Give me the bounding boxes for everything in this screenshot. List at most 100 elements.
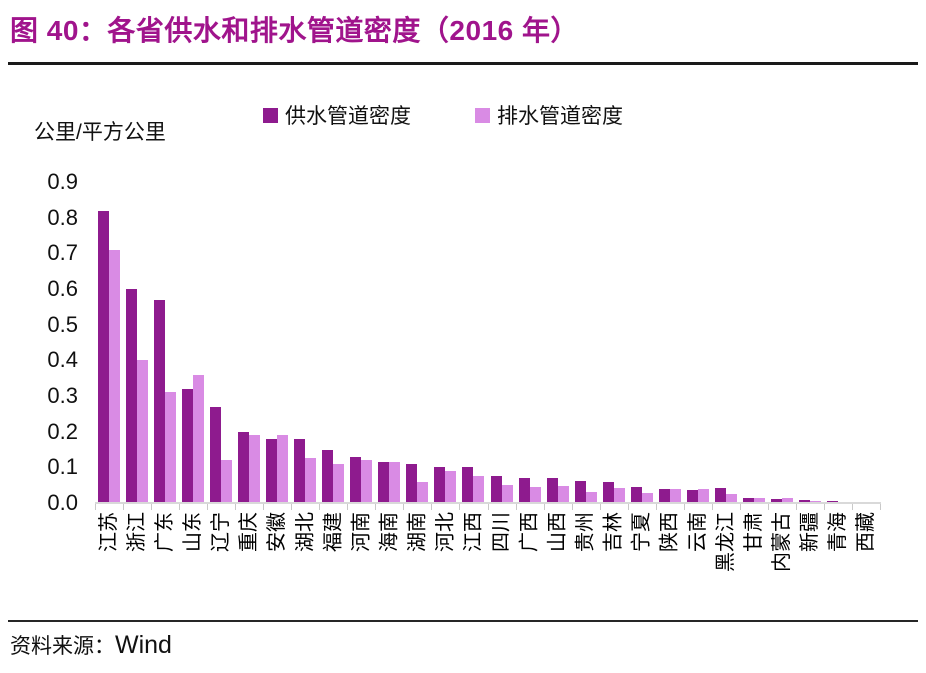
bar-supply xyxy=(98,210,110,503)
y-axis-label: 0.7 xyxy=(47,240,78,266)
axis-tick xyxy=(347,504,349,510)
bar-drain xyxy=(473,476,485,503)
axis-tick xyxy=(487,504,489,510)
axis-tick xyxy=(319,504,321,510)
axis-tick xyxy=(571,504,573,510)
bar-drain xyxy=(669,488,681,503)
bar-drain xyxy=(165,392,177,503)
bar-drain xyxy=(585,491,597,503)
axis-tick xyxy=(851,504,853,510)
bar-supply xyxy=(238,431,250,503)
x-axis-label: 贵州 xyxy=(574,512,597,552)
x-axis-label: 海南 xyxy=(378,512,401,552)
axis-tick xyxy=(403,504,405,510)
axis-tick xyxy=(179,504,181,510)
axis-tick xyxy=(151,504,153,510)
x-axis-label: 湖南 xyxy=(406,512,429,552)
bar-drain xyxy=(529,486,541,503)
y-axis-label: 0.6 xyxy=(47,276,78,301)
bar-drain xyxy=(137,360,149,503)
legend-label-drain: 排水管道密度 xyxy=(497,105,623,128)
source-divider xyxy=(8,620,918,622)
x-axis-label: 山东 xyxy=(182,512,205,552)
axis-tick xyxy=(599,504,601,510)
legend-label-supply: 供水管道密度 xyxy=(285,105,411,128)
bar-supply xyxy=(294,438,306,503)
bar-supply xyxy=(350,456,362,503)
x-axis-label: 吉林 xyxy=(602,512,625,552)
axis-tick xyxy=(263,504,265,510)
bar-supply xyxy=(378,461,390,503)
bar-supply xyxy=(714,488,726,503)
bar-drain xyxy=(445,470,457,503)
x-axis-label: 广东 xyxy=(154,512,177,552)
legend-swatch-drain xyxy=(475,107,490,123)
x-axis-line xyxy=(95,502,881,504)
axis-tick xyxy=(711,504,713,510)
x-axis-label: 内蒙古 xyxy=(770,512,793,572)
y-axis-label: 0.0 xyxy=(47,490,78,515)
y-axis-label: 0.5 xyxy=(47,311,78,337)
bar-drain xyxy=(109,249,121,503)
y-axis-label: 0.1 xyxy=(47,454,78,480)
bar-drain xyxy=(753,498,765,503)
bar-supply xyxy=(742,497,754,503)
x-axis-label: 江苏 xyxy=(98,512,121,552)
source-label: 资料来源： xyxy=(10,634,115,658)
legend-item-supply: 供水管道密度 xyxy=(263,100,411,130)
bar-chart-plot-area xyxy=(95,182,880,503)
bar-drain xyxy=(697,489,709,503)
y-axis-label: 0.2 xyxy=(47,418,78,444)
axis-tick xyxy=(823,504,825,510)
x-axis-label: 浙江 xyxy=(126,512,149,552)
bar-drain xyxy=(221,460,233,503)
legend-swatch-supply xyxy=(263,107,278,123)
x-axis-label: 河南 xyxy=(350,512,373,552)
bar-drain xyxy=(305,458,317,503)
x-axis-label: 重庆 xyxy=(238,512,261,552)
bar-drain xyxy=(725,494,737,503)
bar-drain xyxy=(613,488,625,503)
bar-supply xyxy=(518,478,530,503)
axis-tick xyxy=(880,504,881,510)
bar-supply xyxy=(630,486,642,503)
y-axis-label: 0.3 xyxy=(47,383,78,408)
y-axis-label: 0.9 xyxy=(47,169,78,194)
bar-drain xyxy=(809,500,821,503)
legend-item-drain: 排水管道密度 xyxy=(475,100,623,130)
bar-supply xyxy=(798,500,810,503)
x-axis-label: 四川 xyxy=(490,512,513,552)
bar-supply xyxy=(770,498,782,503)
bar-supply xyxy=(154,299,166,503)
bar-supply xyxy=(462,467,474,503)
bar-supply xyxy=(406,463,418,503)
x-axis-label: 青海 xyxy=(826,512,849,552)
bar-drain xyxy=(361,460,373,503)
axis-tick xyxy=(207,504,209,510)
x-axis-label: 辽宁 xyxy=(210,512,233,552)
x-axis-label: 山西 xyxy=(546,512,569,552)
bar-supply xyxy=(658,489,670,503)
axis-tick xyxy=(291,504,293,510)
bar-drain xyxy=(781,498,793,503)
source-value: Wind xyxy=(115,631,172,659)
bar-supply xyxy=(210,406,222,503)
x-axis-label: 宁夏 xyxy=(630,512,653,552)
x-axis-label: 湖北 xyxy=(294,512,317,552)
title-divider xyxy=(8,62,918,65)
bar-drain xyxy=(333,463,345,503)
bar-supply xyxy=(182,388,194,503)
x-axis-label: 云南 xyxy=(686,512,709,552)
bar-drain xyxy=(277,435,289,503)
figure-title: 图 40：各省供水和排水管道密度（2016 年） xyxy=(10,15,579,46)
bar-supply xyxy=(322,449,334,503)
chart-legend: 供水管道密度 排水管道密度 xyxy=(263,100,623,130)
axis-tick xyxy=(515,504,517,510)
bar-drain xyxy=(417,481,429,503)
x-axis-label: 安徽 xyxy=(266,512,289,552)
axis-tick xyxy=(655,504,657,510)
y-axis-label: 0.4 xyxy=(47,347,78,373)
bar-supply xyxy=(434,467,446,503)
y-axis-unit-label: 公里/平方公里 xyxy=(34,121,166,144)
bar-supply xyxy=(126,289,138,503)
